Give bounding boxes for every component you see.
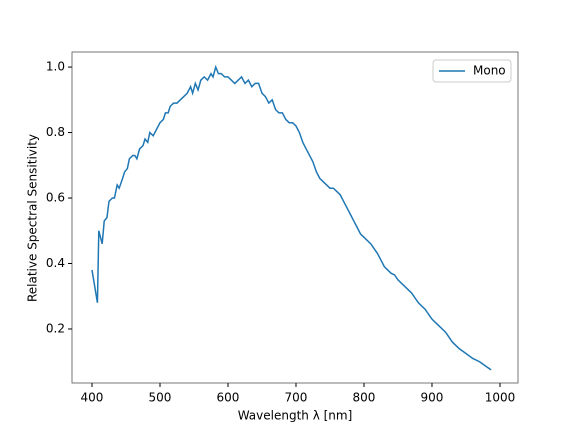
legend-label: Mono [473, 64, 506, 78]
data-line [91, 64, 492, 371]
x-axis-label: Wavelength λ [nm] [238, 409, 353, 423]
x-tick-label: 600 [217, 391, 240, 405]
x-tick-label: 500 [149, 391, 172, 405]
x-tick-label: 1000 [485, 391, 516, 405]
y-axis-label: Relative Spectral Sensitivity [26, 134, 40, 302]
x-tick-label: 400 [81, 391, 104, 405]
plot-frame [71, 51, 519, 384]
y-tick-label: 0.2 [46, 321, 65, 335]
legend-box [432, 59, 512, 83]
y-tick-label: 0.4 [46, 256, 65, 270]
x-tick-label: 900 [421, 391, 444, 405]
y-tick-label: 1.0 [46, 60, 65, 74]
x-tick-label: 800 [353, 391, 376, 405]
y-tick-label: 0.6 [46, 191, 65, 205]
y-tick-label: 0.8 [46, 125, 65, 139]
x-tick-label: 700 [285, 391, 308, 405]
